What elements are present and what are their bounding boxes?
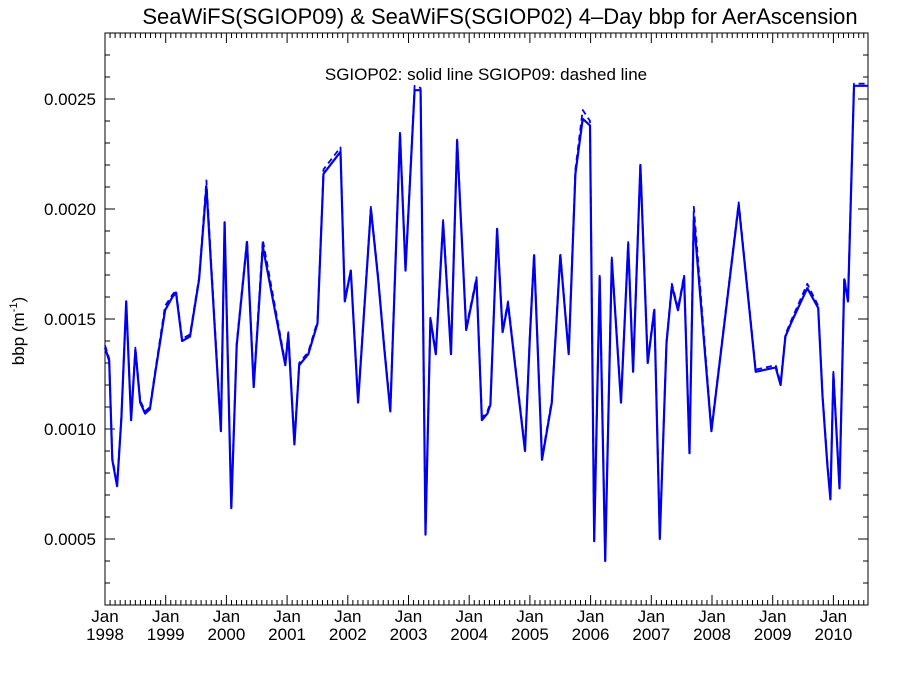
y-tick-label: 0.0025	[44, 90, 96, 109]
y-axis-label-main: bbp (m	[9, 312, 28, 365]
x-tick-year-label: 1999	[147, 625, 185, 644]
series-line-sgiop02	[103, 84, 868, 563]
x-tick-year-label: 2003	[390, 625, 428, 644]
x-tick-month-label: Jan	[152, 607, 179, 626]
x-tick-month-label: Jan	[638, 607, 665, 626]
y-axis-label-exponent: -1	[8, 302, 20, 312]
data-series	[103, 82, 868, 563]
x-tick-month-label: Jan	[213, 607, 240, 626]
x-tick-month-label: Jan	[759, 607, 786, 626]
x-tick-month-label: Jan	[273, 607, 300, 626]
x-tick-month-label: Jan	[91, 607, 118, 626]
axis-ticks: 0.00050.00100.00150.00200.0025Jan1998Jan…	[44, 32, 868, 644]
x-tick-year-label: 1998	[86, 625, 124, 644]
x-tick-year-label: 2007	[632, 625, 670, 644]
x-tick-month-label: Jan	[334, 607, 361, 626]
y-axis-label-close: )	[9, 297, 28, 303]
x-tick-year-label: 2004	[450, 625, 488, 644]
x-tick-month-label: Jan	[698, 607, 725, 626]
y-axis-label: bbp (m-1)	[8, 297, 28, 365]
x-tick-year-label: 2000	[207, 625, 245, 644]
plot-frame	[104, 32, 869, 606]
x-tick-year-label: 2009	[754, 625, 792, 644]
x-tick-year-label: 2005	[511, 625, 549, 644]
x-tick-year-label: 2006	[572, 625, 610, 644]
x-tick-year-label: 2002	[329, 625, 367, 644]
x-tick-year-label: 2010	[814, 625, 852, 644]
x-tick-year-label: 2008	[693, 625, 731, 644]
chart-title: SeaWiFS(SGIOP09) & SeaWiFS(SGIOP02) 4–Da…	[142, 4, 857, 29]
x-tick-month-label: Jan	[820, 607, 847, 626]
x-tick-month-label: Jan	[455, 607, 482, 626]
y-tick-label: 0.0005	[44, 530, 96, 549]
y-tick-label: 0.0010	[44, 420, 96, 439]
x-tick-month-label: Jan	[395, 607, 422, 626]
series-line-sgiop09	[104, 82, 868, 560]
x-tick-month-label: Jan	[516, 607, 543, 626]
x-tick-month-label: Jan	[577, 607, 604, 626]
line-style-annotation: SGIOP02: solid line SGIOP09: dashed line	[325, 65, 647, 84]
x-tick-year-label: 2001	[268, 625, 306, 644]
y-tick-label: 0.0020	[44, 200, 96, 219]
y-tick-label: 0.0015	[44, 310, 96, 329]
